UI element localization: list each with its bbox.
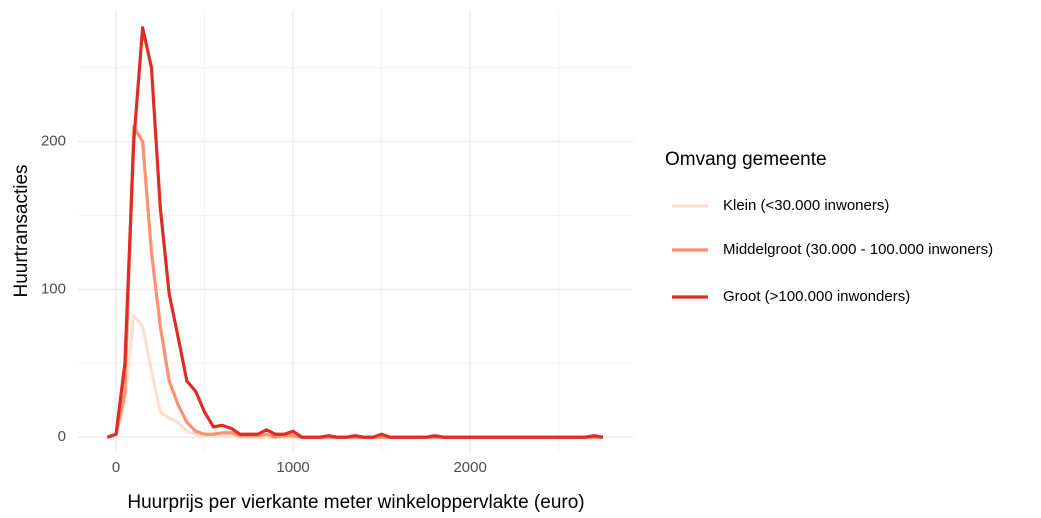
legend-label: Middelgroot (30.000 - 100.000 inwoners) xyxy=(723,241,993,258)
x-tick-label: 2000 xyxy=(453,459,486,476)
series-line xyxy=(106,125,603,439)
legend-title: Omvang gemeente xyxy=(665,149,827,170)
y-tick-label: 100 xyxy=(41,280,66,297)
y-tick-label: 200 xyxy=(41,133,66,150)
series-line xyxy=(106,314,603,439)
y-axis-title: Huurtransacties xyxy=(11,164,32,297)
x-tick-label: 1000 xyxy=(276,459,309,476)
series-line xyxy=(106,26,604,439)
legend-label: Klein (<30.000 inwoners) xyxy=(723,197,889,214)
legend-label: Groot (>100.000 inwonders) xyxy=(723,288,910,305)
y-tick-label: 0 xyxy=(58,428,66,445)
x-tick-label: 0 xyxy=(112,459,120,476)
x-axis-title: Huurprijs per vierkante meter winkeloppe… xyxy=(127,492,584,513)
